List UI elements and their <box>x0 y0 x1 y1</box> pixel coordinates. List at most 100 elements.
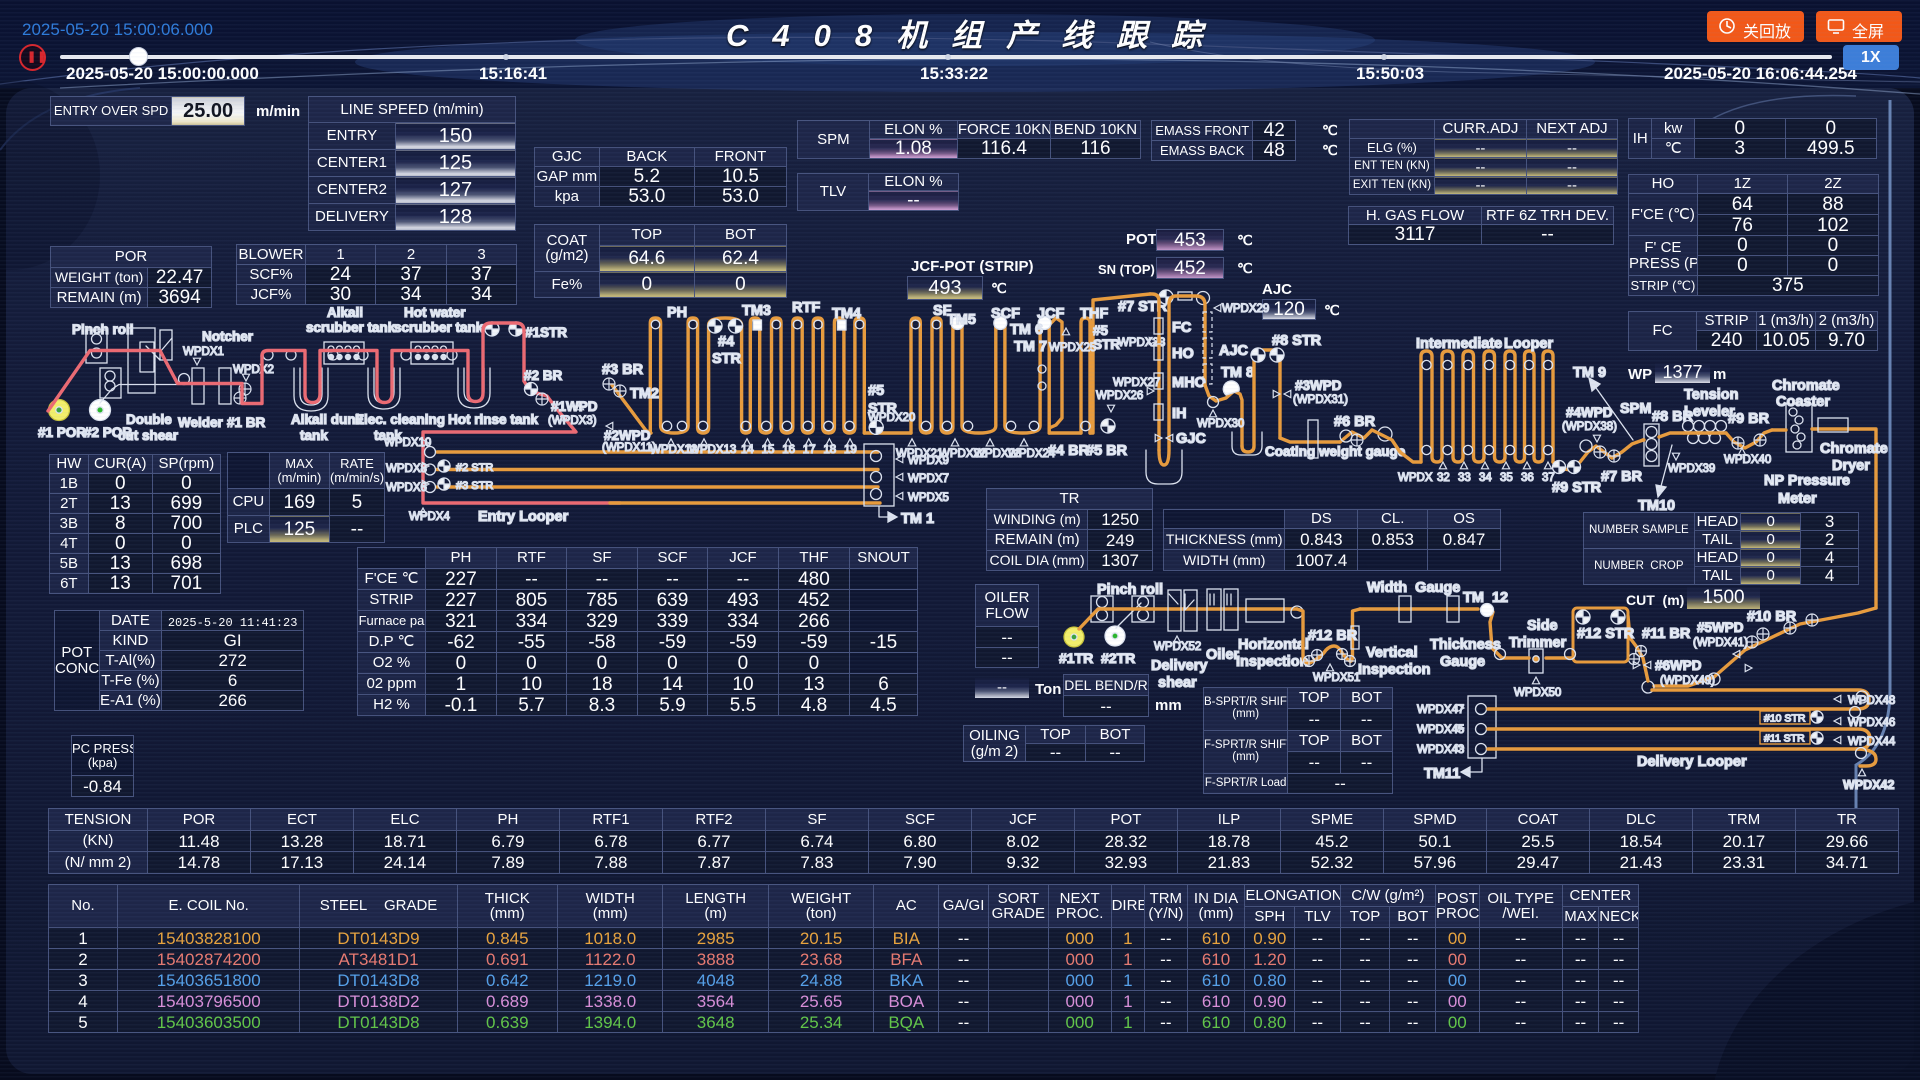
svg-text:Pinch roll: Pinch roll <box>1097 582 1163 598</box>
svg-text:#6WPD: #6WPD <box>1655 658 1702 673</box>
svg-text:#10 STR: #10 STR <box>1764 713 1806 725</box>
svg-text:Tension: Tension <box>1684 387 1739 403</box>
svg-text:Looper: Looper <box>1504 336 1553 352</box>
svg-text:#12 STR: #12 STR <box>1577 626 1635 642</box>
svg-text:Width Gauge: Width Gauge <box>1367 580 1460 596</box>
svg-text:#8 STR: #8 STR <box>1272 333 1322 349</box>
svg-text:Vertical: Vertical <box>1366 645 1418 661</box>
svg-text:WPDX47: WPDX47 <box>1417 704 1464 716</box>
svg-text:#10 BR: #10 BR <box>1747 609 1797 625</box>
svg-text:WPDX45: WPDX45 <box>1417 724 1464 736</box>
svg-text:Double: Double <box>126 412 172 427</box>
svg-text:WPDX51: WPDX51 <box>1313 672 1360 684</box>
svg-text:WPDX13: WPDX13 <box>689 444 736 456</box>
svg-text:THF: THF <box>1080 306 1108 322</box>
svg-text:36: 36 <box>1521 472 1534 484</box>
svg-text:TM 8: TM 8 <box>1221 365 1254 381</box>
svg-text:WPDX23: WPDX23 <box>974 448 1021 460</box>
svg-text:#6 BR: #6 BR <box>1334 414 1376 430</box>
svg-text:WPDX42: WPDX42 <box>1843 778 1894 792</box>
svg-text:15: 15 <box>762 444 775 456</box>
svg-text:WPDX21: WPDX21 <box>896 448 943 460</box>
svg-text:#11 STR: #11 STR <box>1764 733 1805 745</box>
svg-text:PH: PH <box>667 305 687 321</box>
svg-text:TM10: TM10 <box>1638 498 1675 514</box>
svg-text:18: 18 <box>823 444 836 456</box>
svg-text:(WPDX38): (WPDX38) <box>1562 421 1617 433</box>
svg-text:#3 BR: #3 BR <box>602 362 644 378</box>
svg-text:Coaster: Coaster <box>1776 394 1830 410</box>
svg-text:TM3: TM3 <box>742 303 771 319</box>
svg-text:16: 16 <box>782 444 795 456</box>
svg-text:IH: IH <box>1172 406 1187 422</box>
svg-text:Notcher: Notcher <box>202 329 254 344</box>
svg-text:JCF: JCF <box>1037 306 1065 322</box>
svg-text:MHO: MHO <box>1172 375 1206 391</box>
svg-text:37: 37 <box>1542 472 1555 484</box>
svg-text:#1TR: #1TR <box>1059 650 1093 666</box>
svg-text:STR: STR <box>868 401 898 417</box>
svg-text:scrubber tank: scrubber tank <box>306 320 396 335</box>
svg-text:#8 BR: #8 BR <box>1652 409 1694 425</box>
svg-text:(WPDX11): (WPDX11) <box>602 442 656 454</box>
svg-text:TM11: TM11 <box>1424 766 1460 782</box>
svg-text:#2WPD: #2WPD <box>604 428 651 443</box>
svg-text:(WPDX49): (WPDX49) <box>1660 675 1715 687</box>
svg-text:WPDX22: WPDX22 <box>939 448 986 460</box>
svg-text:WPDX8: WPDX8 <box>386 463 427 475</box>
svg-text:WPDX1: WPDX1 <box>183 346 224 358</box>
svg-text:WPDX27: WPDX27 <box>1113 377 1160 389</box>
svg-text:Horizontal: Horizontal <box>1238 637 1309 653</box>
svg-text:NP Pressure: NP Pressure <box>1764 473 1850 489</box>
svg-text:FC: FC <box>1172 320 1192 336</box>
svg-text:#1 BR: #1 BR <box>227 415 266 430</box>
svg-text:#2TR: #2TR <box>1101 650 1135 666</box>
svg-text:Meter: Meter <box>1778 491 1817 507</box>
svg-text:#2 POR: #2 POR <box>84 425 132 440</box>
svg-text:#1STR: #1STR <box>525 325 567 340</box>
svg-text:STR: STR <box>1093 337 1120 352</box>
svg-text:WPDX40: WPDX40 <box>1724 454 1771 466</box>
svg-text:cut shear: cut shear <box>118 428 179 443</box>
svg-text:SCF: SCF <box>991 306 1020 322</box>
svg-text:34: 34 <box>1479 472 1492 484</box>
svg-text:Elec. cleaning: Elec. cleaning <box>355 412 445 427</box>
svg-text:#11 BR: #11 BR <box>1642 626 1691 642</box>
svg-text:Trimmer: Trimmer <box>1509 635 1567 651</box>
svg-text:Delivery Looper: Delivery Looper <box>1637 754 1747 770</box>
svg-text:tank: tank <box>374 428 402 443</box>
svg-text:WPDX52: WPDX52 <box>1154 641 1201 653</box>
svg-text:TM4: TM4 <box>832 306 861 322</box>
svg-text:Alkali dunk: Alkali dunk <box>291 412 364 427</box>
svg-text:19: 19 <box>844 444 857 456</box>
svg-text:Inspection: Inspection <box>1358 662 1431 678</box>
svg-text:#5: #5 <box>868 383 884 399</box>
svg-text:WPDX24: WPDX24 <box>1008 448 1056 460</box>
svg-text:#4 BR: #4 BR <box>1048 443 1090 459</box>
svg-text:RTF: RTF <box>792 300 820 316</box>
svg-text:Chromate: Chromate <box>1820 441 1888 457</box>
svg-text:WPDX10: WPDX10 <box>384 437 431 449</box>
svg-text:Pinch roll: Pinch roll <box>72 322 134 337</box>
svg-text:GJC: GJC <box>1176 431 1206 447</box>
svg-text:HO: HO <box>1172 346 1194 362</box>
svg-text:TM 7: TM 7 <box>1014 339 1047 355</box>
svg-text:WPDX7: WPDX7 <box>908 473 949 485</box>
svg-text:(WPDX41): (WPDX41) <box>1693 637 1748 649</box>
svg-text:Delivery: Delivery <box>1151 658 1207 674</box>
svg-text:#2 STR: #2 STR <box>456 462 493 474</box>
svg-text:Inspection: Inspection <box>1236 654 1309 670</box>
svg-text:Alkali: Alkali <box>327 305 363 320</box>
svg-text:Oiler: Oiler <box>1206 647 1239 663</box>
svg-text:Hot rinse tank: Hot rinse tank <box>448 412 539 427</box>
svg-text:TM 1: TM 1 <box>901 511 934 527</box>
svg-text:WPDX6: WPDX6 <box>386 482 427 494</box>
svg-text:WPDX20: WPDX20 <box>868 412 915 424</box>
svg-text:WPDX26: WPDX26 <box>1096 390 1143 402</box>
svg-text:#7 BR: #7 BR <box>1601 469 1643 485</box>
svg-text:WPDX29: WPDX29 <box>1222 303 1269 315</box>
svg-text:WPDX39: WPDX39 <box>1668 463 1715 475</box>
svg-text:TM 12: TM 12 <box>1463 590 1508 606</box>
svg-text:#5WPD: #5WPD <box>1697 620 1744 635</box>
svg-text:SPM: SPM <box>1620 401 1651 417</box>
